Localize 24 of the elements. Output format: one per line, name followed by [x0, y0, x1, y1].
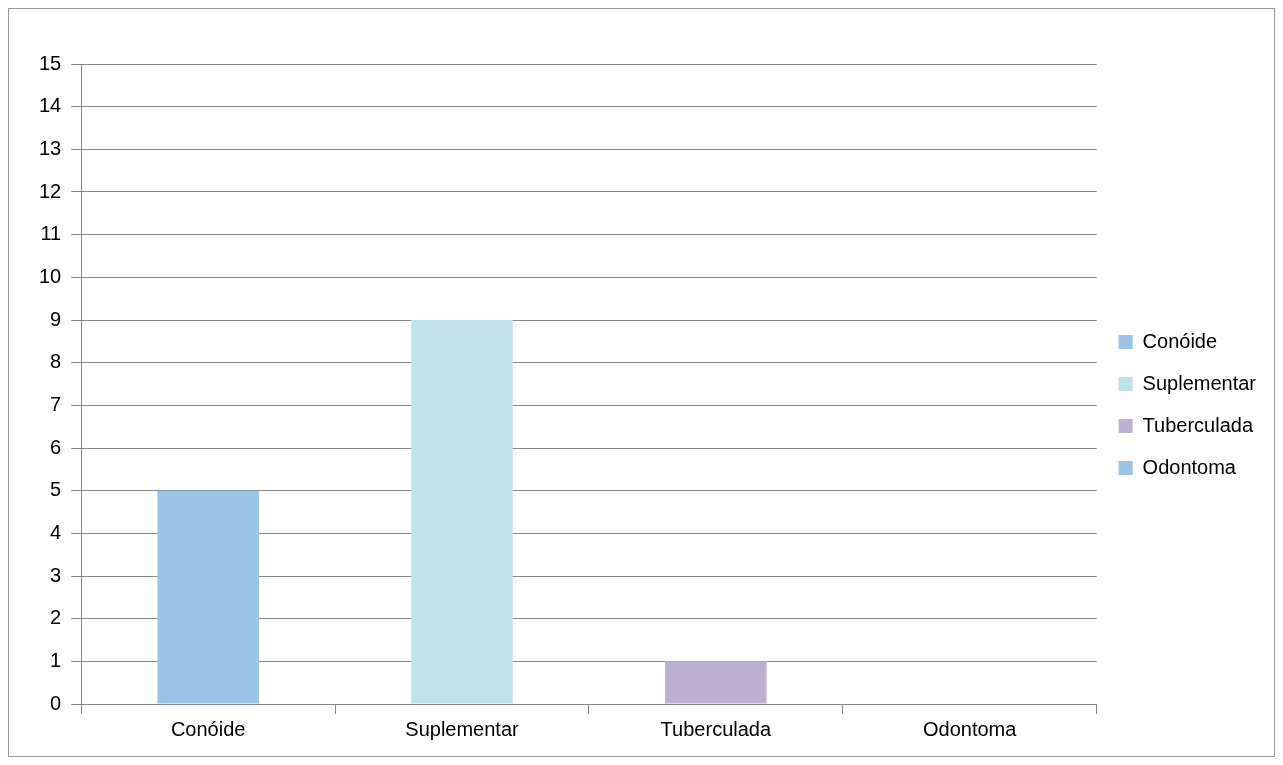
x-tick-label: Suplementar — [405, 717, 520, 740]
y-tick-label: 7 — [50, 392, 62, 415]
y-tick-label: 5 — [50, 478, 62, 501]
legend-label: Suplementar — [1142, 371, 1257, 394]
y-tick-label: 12 — [39, 179, 62, 202]
y-tick-label: 6 — [50, 435, 62, 458]
x-tick-label: Odontoma — [922, 717, 1018, 740]
x-tick-label: Conóide — [170, 717, 246, 740]
y-tick-label: 0 — [50, 691, 62, 714]
legend-label: Conóide — [1142, 329, 1218, 352]
legend-label: Odontoma — [1142, 455, 1237, 478]
y-tick-label: 4 — [50, 520, 62, 543]
y-tick-label: 14 — [39, 94, 62, 117]
y-tick-label: 13 — [39, 136, 62, 159]
x-tick-label: Tuberculada — [660, 717, 772, 740]
y-tick-label: 2 — [50, 606, 62, 629]
y-tick-label: 15 — [39, 51, 62, 74]
y-tick-label: 9 — [50, 307, 62, 330]
legend-label: Tuberculada — [1142, 413, 1254, 436]
y-tick-label: 11 — [40, 222, 62, 245]
y-tick-label: 8 — [50, 350, 62, 373]
y-tick-label: 10 — [39, 264, 62, 287]
y-tick-label: 3 — [50, 563, 62, 586]
y-tick-label: 1 — [50, 648, 62, 671]
